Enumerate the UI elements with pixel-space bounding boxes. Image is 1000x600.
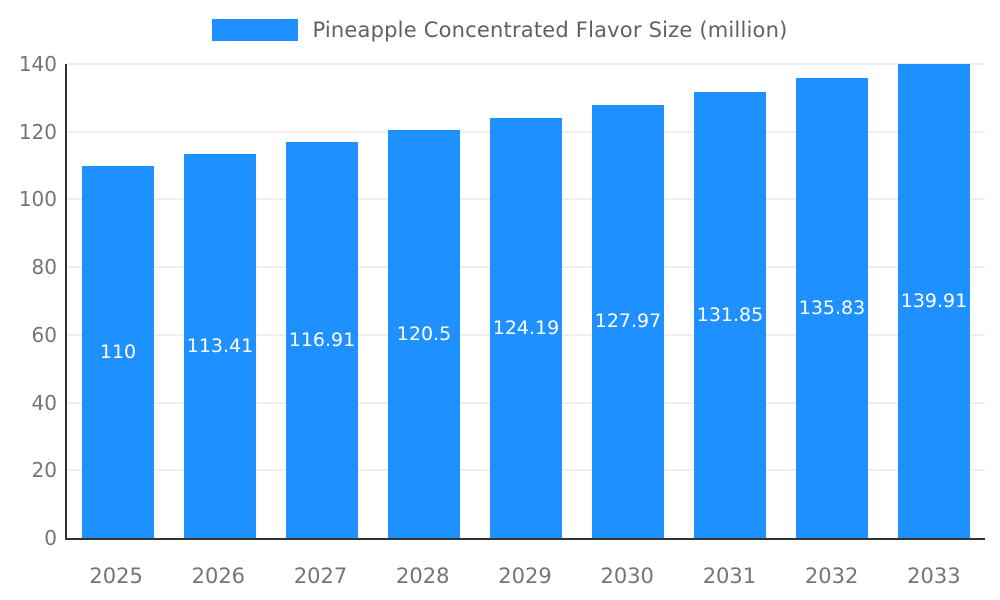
- x-tick-label: 2027: [293, 564, 348, 588]
- y-tick-label: 0: [44, 526, 57, 550]
- bar-value-label: 124.19: [492, 316, 560, 339]
- x-tick-label: 2029: [498, 564, 552, 588]
- bar: 110: [81, 165, 155, 538]
- y-tick-label: 80: [31, 255, 57, 280]
- bar-value-label: 110: [99, 340, 137, 363]
- bar-slot: 127.97: [577, 64, 679, 538]
- bar-value-label: 113.41: [186, 335, 254, 358]
- chart-legend: Pineapple Concentrated Flavor Size (mill…: [0, 18, 1000, 42]
- bar-value-label: 139.91: [900, 290, 968, 313]
- x-tick-label: 2025: [89, 564, 143, 588]
- y-tick-label: 20: [31, 458, 57, 483]
- y-tick-label: 40: [31, 390, 57, 415]
- bar-slot: 116.91: [271, 64, 373, 538]
- bar: 127.97: [591, 104, 665, 538]
- y-tick-label: 60: [31, 322, 57, 347]
- chart-title: Pineapple Concentrated Flavor Size (mill…: [312, 18, 788, 42]
- x-tick-label: 2033: [907, 564, 961, 588]
- bar-value-label: 127.97: [594, 310, 662, 333]
- bar-slot: 124.19: [475, 64, 577, 538]
- x-tick-label: 2026: [191, 564, 246, 588]
- legend-swatch-icon: [212, 19, 299, 41]
- bar: 139.91: [897, 64, 971, 538]
- x-axis-labels: 2025 2026 2027 2028 2029 2030 2031 2032 2033: [65, 564, 985, 588]
- bar: 116.91: [285, 142, 359, 538]
- y-tick-label: 100: [18, 187, 57, 212]
- bar: 131.85: [693, 91, 767, 538]
- x-tick-label: 2031: [702, 564, 757, 588]
- bar-slot: 135.83: [781, 64, 883, 538]
- bar: 113.41: [183, 154, 257, 538]
- bar-slot: 139.91: [883, 64, 985, 538]
- gridline: [67, 63, 985, 65]
- bar-slot: 110: [67, 64, 169, 538]
- bar: 135.83: [795, 78, 869, 538]
- bar-value-label: 116.91: [288, 329, 356, 352]
- bar-slot: 120.5: [373, 64, 475, 538]
- x-tick-label: 2028: [396, 564, 450, 588]
- bar: 124.19: [489, 117, 563, 538]
- bar-value-label: 131.85: [696, 303, 764, 326]
- plot-area: 0 20 40 60 80 100 120 140 110 113.41 116.91 120.5 1…: [19, 52, 985, 550]
- bar-slot: 131.85: [679, 64, 781, 538]
- bar: 120.5: [387, 130, 461, 538]
- bar-value-label: 120.5: [396, 323, 452, 346]
- bars-layer: 110 113.41 116.91 120.5 124.19 127.97 131.85 13…: [67, 64, 985, 538]
- y-tick-label: 120: [18, 119, 57, 144]
- y-tick-label: 140: [18, 52, 57, 76]
- bar-slot: 113.41: [169, 64, 271, 538]
- x-tick-label: 2032: [804, 564, 859, 588]
- x-tick-label: 2030: [600, 564, 654, 588]
- bar-value-label: 135.83: [798, 297, 866, 320]
